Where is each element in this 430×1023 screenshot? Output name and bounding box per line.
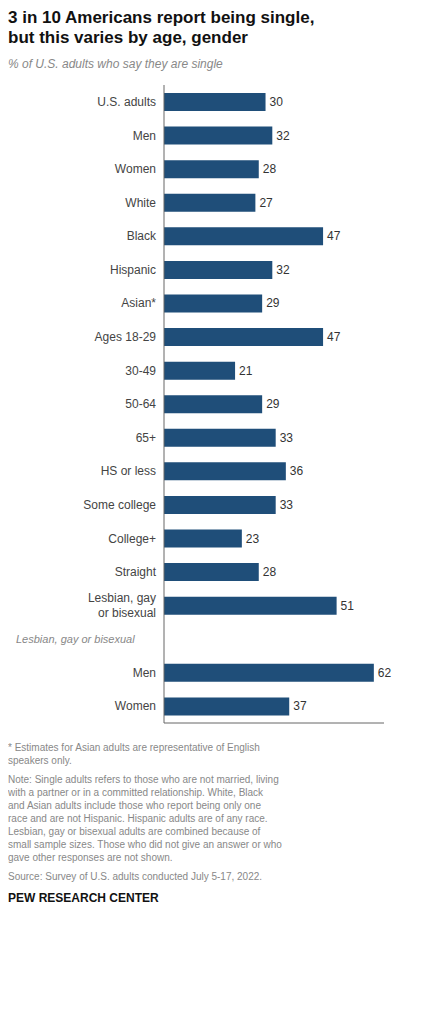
svg-text:College+: College+ <box>108 531 156 545</box>
svg-text:Asian*: Asian* <box>121 296 156 310</box>
svg-text:62: 62 <box>378 666 392 680</box>
svg-text:Some college: Some college <box>83 498 156 512</box>
svg-text:30: 30 <box>270 95 284 109</box>
svg-text:51: 51 <box>341 598 355 612</box>
svg-text:50-64: 50-64 <box>125 397 156 411</box>
svg-text:28: 28 <box>263 162 277 176</box>
svg-text:23: 23 <box>246 531 260 545</box>
svg-text:47: 47 <box>327 330 341 344</box>
svg-text:28: 28 <box>263 565 277 579</box>
svg-text:30-49: 30-49 <box>125 363 156 377</box>
svg-text:Lesbian, gayor bisexual: Lesbian, gayor bisexual <box>88 591 156 619</box>
svg-text:Women: Women <box>115 162 156 176</box>
svg-text:65+: 65+ <box>136 431 156 445</box>
svg-text:Hispanic: Hispanic <box>110 263 156 277</box>
svg-text:Lesbian, gay or bisexual: Lesbian, gay or bisexual <box>16 633 135 645</box>
svg-text:White: White <box>125 196 156 210</box>
svg-text:47: 47 <box>327 229 341 243</box>
html-text:Note: Single adults refers to: Note: Single adults refers to those who … <box>8 773 282 863</box>
svg-text:29: 29 <box>266 296 280 310</box>
svg-text:Straight: Straight <box>115 565 157 579</box>
html-text:* Estimates for Asian adults a: * Estimates for Asian adults are represe… <box>8 741 260 766</box>
svg-text:Black: Black <box>127 229 157 243</box>
svg-text:33: 33 <box>280 498 294 512</box>
svg-text:36: 36 <box>290 464 304 478</box>
svg-text:Women: Women <box>115 699 156 713</box>
svg-text:Men: Men <box>133 666 156 680</box>
svg-text:32: 32 <box>276 128 290 142</box>
svg-text:37: 37 <box>293 699 307 713</box>
html-text:% of U.S. adults who say they: % of U.S. adults who say they are single <box>8 56 223 71</box>
svg-text:HS or less: HS or less <box>101 464 156 478</box>
svg-text:21: 21 <box>239 363 253 377</box>
svg-text:U.S. adults: U.S. adults <box>97 95 156 109</box>
html-text:3 in 10 Americans report being: 3 in 10 Americans report being single, b… <box>8 8 315 48</box>
html-text:PEW RESEARCH CENTER: PEW RESEARCH CENTER <box>8 890 159 905</box>
html-text:Source: Survey of U.S. adults: Source: Survey of U.S. adults conducted … <box>8 870 262 882</box>
svg-text:Ages 18-29: Ages 18-29 <box>95 330 157 344</box>
svg-text:Men: Men <box>133 128 156 142</box>
svg-text:32: 32 <box>276 263 290 277</box>
svg-text:29: 29 <box>266 397 280 411</box>
svg-text:33: 33 <box>280 431 294 445</box>
svg-text:27: 27 <box>259 196 273 210</box>
